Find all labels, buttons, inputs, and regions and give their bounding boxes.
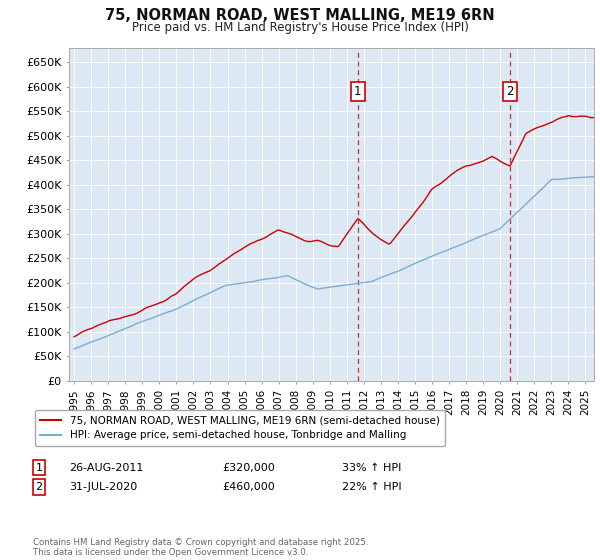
Text: 75, NORMAN ROAD, WEST MALLING, ME19 6RN: 75, NORMAN ROAD, WEST MALLING, ME19 6RN	[105, 8, 495, 24]
Text: 1: 1	[354, 85, 362, 98]
Text: £320,000: £320,000	[222, 463, 275, 473]
Text: Contains HM Land Registry data © Crown copyright and database right 2025.
This d: Contains HM Land Registry data © Crown c…	[33, 538, 368, 557]
Text: £460,000: £460,000	[222, 482, 275, 492]
Text: 22% ↑ HPI: 22% ↑ HPI	[342, 482, 401, 492]
Text: 33% ↑ HPI: 33% ↑ HPI	[342, 463, 401, 473]
Text: 2: 2	[35, 482, 43, 492]
Text: Price paid vs. HM Land Registry's House Price Index (HPI): Price paid vs. HM Land Registry's House …	[131, 21, 469, 34]
Text: 26-AUG-2011: 26-AUG-2011	[69, 463, 143, 473]
Text: 31-JUL-2020: 31-JUL-2020	[69, 482, 137, 492]
Text: 1: 1	[35, 463, 43, 473]
Legend: 75, NORMAN ROAD, WEST MALLING, ME19 6RN (semi-detached house), HPI: Average pric: 75, NORMAN ROAD, WEST MALLING, ME19 6RN …	[35, 410, 445, 446]
Text: 2: 2	[506, 85, 514, 98]
